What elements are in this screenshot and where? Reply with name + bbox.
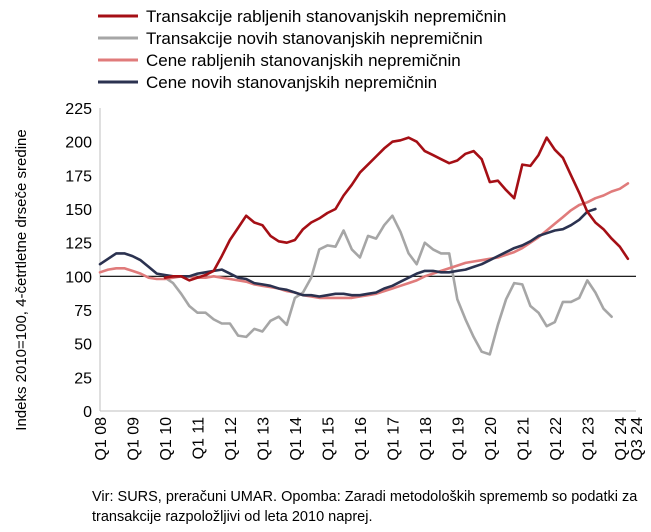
x-tick-label: Q1 10 xyxy=(158,417,175,461)
series-line-1 xyxy=(163,136,630,282)
x-tick-label: Q1 09 xyxy=(125,417,142,461)
plot-area xyxy=(99,108,636,412)
chart: Transakcije rabljenih stanovanjskih nepr… xyxy=(13,7,646,461)
series-line-2 xyxy=(163,214,613,356)
y-tick-label: 175 xyxy=(65,168,92,185)
y-tick-label: 50 xyxy=(74,337,92,354)
y-axis: 0 25 50 75 100 125 150 175 200 225 xyxy=(65,101,92,421)
legend-label-4: Cene novih stanovanjskih nepremičnin xyxy=(146,73,437,92)
x-tick-label: Q1 16 xyxy=(353,417,370,461)
x-tick-label: Q1 11 xyxy=(190,417,207,460)
x-tick-label: Q1 24 xyxy=(613,417,630,461)
legend-label-2: Transakcije novih stanovanjskih nepremič… xyxy=(146,29,483,48)
y-tick-label: 25 xyxy=(74,370,92,387)
x-axis: Q1 08 Q1 09 Q1 10 Q1 11 Q1 12 Q1 13 Q1 14 Q1 15… xyxy=(93,417,646,461)
source-note: Vir: SURS, preračuni UMAR. Opomba: Zarad… xyxy=(92,489,638,525)
x-tick-label: Q1 19 xyxy=(450,417,467,461)
y-axis-title: Indeks 2010=100, 4-četrtletne drseče sre… xyxy=(13,129,30,430)
legend-label-1: Transakcije rabljenih stanovanjskih nepr… xyxy=(146,7,506,26)
y-tick-label: 150 xyxy=(65,202,92,219)
x-tick-label: Q1 08 xyxy=(93,417,110,461)
x-tick-label: Q1 15 xyxy=(320,417,337,461)
y-tick-label: 0 xyxy=(83,404,92,421)
x-tick-label: Q1 14 xyxy=(288,417,305,461)
x-tick-label: Q1 12 xyxy=(223,417,240,461)
y-tick-label: 100 xyxy=(65,269,92,286)
y-tick-label: 75 xyxy=(74,303,92,320)
legend: Transakcije rabljenih stanovanjskih nepr… xyxy=(98,7,506,92)
y-tick-label: 200 xyxy=(65,135,92,152)
y-tick-label: 125 xyxy=(65,236,92,253)
x-tick-label: Q1 20 xyxy=(483,417,500,461)
series-layer xyxy=(98,136,636,356)
x-tick-label: Q1 13 xyxy=(255,417,272,461)
series-line-3 xyxy=(98,182,630,300)
y-tick-label: 225 xyxy=(65,101,92,118)
x-tick-label: Q1 17 xyxy=(385,417,402,461)
x-tick-label: Q1 22 xyxy=(548,417,565,461)
x-tick-label: Q1 21 xyxy=(515,417,532,461)
x-tick-label: Q3 24 xyxy=(629,417,646,461)
x-tick-label: Q1 23 xyxy=(580,417,597,461)
x-tick-label: Q1 18 xyxy=(418,417,435,461)
legend-label-3: Cene rabljenih stanovanjskih nepremičnin xyxy=(146,51,461,70)
